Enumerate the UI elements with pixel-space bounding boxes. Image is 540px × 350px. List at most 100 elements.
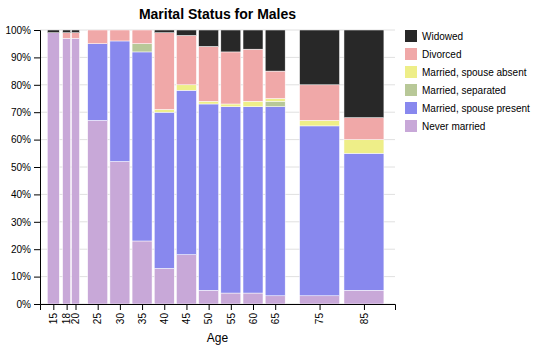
tick-mark bbox=[253, 304, 254, 310]
tick-mark bbox=[164, 304, 165, 310]
bar bbox=[88, 120, 108, 304]
bar bbox=[300, 30, 340, 85]
y-axis: 0% 10% 20% 30% 40% 50% 60% 70% 80% 90% 100% bbox=[5, 25, 40, 310]
tick-label: 85 bbox=[359, 313, 370, 325]
bar bbox=[199, 104, 219, 290]
bar bbox=[199, 101, 219, 104]
axis-domain bbox=[41, 305, 396, 311]
tick-label: 35 bbox=[137, 313, 148, 325]
legend-item: Divorced bbox=[405, 48, 461, 60]
tick-label: 40% bbox=[11, 189, 31, 200]
tick-label: 50 bbox=[203, 313, 214, 325]
bar bbox=[344, 118, 384, 140]
tick: 45 bbox=[181, 304, 192, 324]
tick-mark bbox=[186, 304, 187, 310]
legend-swatch bbox=[405, 120, 417, 132]
x-axis-title: Age bbox=[207, 331, 229, 345]
bar bbox=[132, 30, 152, 44]
tick-label: 60 bbox=[248, 313, 259, 325]
bar bbox=[88, 30, 108, 44]
bar bbox=[154, 112, 174, 268]
tick-label: 80% bbox=[11, 80, 31, 91]
bar-series bbox=[63, 30, 384, 140]
tick: 50 bbox=[203, 304, 214, 324]
tick-mark bbox=[320, 304, 321, 310]
tick: 20 bbox=[70, 304, 81, 324]
tick: 70% bbox=[11, 107, 40, 118]
tick: 85 bbox=[359, 304, 370, 324]
bar bbox=[265, 30, 285, 71]
bar bbox=[243, 107, 263, 293]
tick-label: 75 bbox=[314, 313, 325, 325]
tick: 0% bbox=[17, 299, 40, 310]
legend-swatch bbox=[405, 66, 417, 78]
tick-mark bbox=[34, 249, 40, 250]
bar bbox=[176, 35, 196, 84]
bar bbox=[265, 71, 285, 98]
bar bbox=[88, 30, 108, 31]
bar bbox=[300, 126, 340, 296]
bar bbox=[72, 33, 80, 38]
bar bbox=[63, 38, 71, 304]
bar bbox=[154, 109, 174, 112]
tick: 60 bbox=[248, 304, 259, 324]
tick-label: 60% bbox=[11, 134, 31, 145]
tick: 90% bbox=[11, 52, 40, 63]
tick-mark bbox=[34, 222, 40, 223]
legend-swatch bbox=[405, 84, 417, 96]
tick-mark bbox=[34, 30, 40, 31]
tick: 100% bbox=[5, 25, 40, 36]
tick: 20% bbox=[11, 244, 40, 255]
tick-mark bbox=[364, 304, 365, 310]
grid bbox=[40, 30, 395, 304]
tick-mark bbox=[34, 112, 40, 113]
tick: 65 bbox=[270, 304, 281, 324]
title: Marital Status for Males bbox=[139, 6, 296, 22]
tick-label: 30% bbox=[11, 217, 31, 228]
tick: 55 bbox=[226, 304, 237, 324]
legend-label: Divorced bbox=[422, 49, 461, 60]
tick-mark bbox=[34, 85, 40, 86]
bar bbox=[132, 52, 152, 241]
bar bbox=[265, 101, 285, 106]
legend-swatch bbox=[405, 102, 417, 114]
tick: 10% bbox=[11, 271, 40, 282]
tick-mark bbox=[209, 304, 210, 310]
tick-label: 70% bbox=[11, 107, 31, 118]
legend-item: Married, separated bbox=[405, 84, 506, 96]
bar bbox=[110, 30, 130, 41]
tick-label: 65 bbox=[270, 313, 281, 325]
tick-label: 25 bbox=[92, 313, 103, 325]
bar bbox=[176, 255, 196, 304]
tick-label: 45 bbox=[181, 313, 192, 325]
legend-swatch bbox=[405, 48, 417, 60]
tick-label: 30 bbox=[115, 313, 126, 325]
tick: 30 bbox=[115, 304, 126, 324]
bar bbox=[199, 290, 219, 304]
tick-mark bbox=[231, 304, 232, 310]
legend: WidowedDivorcedMarried, spouse absentMar… bbox=[405, 30, 530, 132]
bar bbox=[243, 101, 263, 106]
bar bbox=[63, 30, 71, 33]
bar bbox=[199, 46, 219, 101]
tick-label: 0% bbox=[17, 299, 32, 310]
tick: 75 bbox=[314, 304, 325, 324]
bar bbox=[72, 38, 80, 304]
bar bbox=[221, 52, 241, 104]
bar bbox=[88, 44, 108, 121]
tick: 50% bbox=[11, 162, 40, 173]
tick: 30% bbox=[11, 217, 40, 228]
bar bbox=[221, 104, 241, 107]
tick-mark bbox=[275, 304, 276, 310]
axis-domain bbox=[34, 31, 41, 305]
tick-label: 15 bbox=[48, 313, 59, 325]
bar bbox=[47, 30, 59, 33]
legend-item: Never married bbox=[405, 120, 485, 132]
tick-mark bbox=[34, 277, 40, 278]
bar bbox=[154, 30, 174, 33]
bar bbox=[47, 33, 59, 304]
bar bbox=[344, 290, 384, 304]
legend-item: Married, spouse present bbox=[405, 102, 530, 114]
tick-label: 20% bbox=[11, 244, 31, 255]
tick-label: 40 bbox=[159, 313, 170, 325]
